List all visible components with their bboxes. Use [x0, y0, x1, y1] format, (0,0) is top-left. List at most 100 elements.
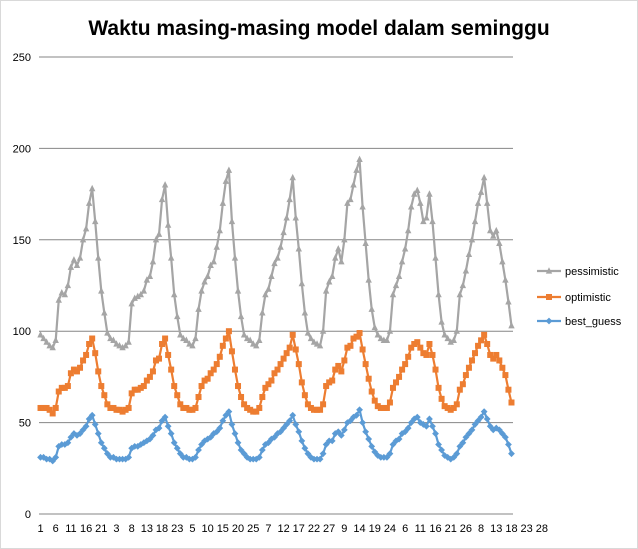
- data-point-pessimistic: [207, 261, 214, 268]
- data-point-pessimistic: [280, 228, 287, 236]
- data-point-best_guess: [319, 450, 327, 458]
- data-point-best_guess: [82, 422, 90, 430]
- data-point-pessimistic: [110, 336, 117, 343]
- data-point-pessimistic: [192, 334, 199, 342]
- data-point-optimistic: [399, 366, 406, 373]
- data-point-optimistic: [162, 335, 169, 342]
- data-point-best_guess: [64, 439, 72, 447]
- data-point-optimistic: [432, 366, 439, 373]
- x-tick-label: 19: [369, 523, 381, 535]
- data-point-best_guess: [143, 437, 151, 445]
- data-point-pessimistic: [198, 287, 205, 294]
- data-point-pessimistic: [493, 226, 500, 234]
- data-point-optimistic: [146, 373, 153, 380]
- data-point-pessimistic: [356, 155, 363, 162]
- data-point-pessimistic: [450, 336, 457, 343]
- data-point-optimistic: [475, 342, 482, 349]
- data-point-pessimistic: [374, 331, 381, 338]
- y-tick-label: 0: [25, 509, 31, 521]
- data-point-pessimistic: [231, 254, 239, 261]
- data-point-optimistic: [286, 344, 293, 351]
- data-point-pessimistic: [307, 334, 315, 342]
- data-point-pessimistic: [332, 254, 339, 261]
- data-point-optimistic: [52, 404, 59, 411]
- data-point-pessimistic: [265, 285, 272, 292]
- data-point-optimistic: [341, 357, 348, 364]
- data-point-optimistic: [295, 361, 302, 368]
- data-point-best_guess: [289, 411, 297, 419]
- data-point-optimistic: [274, 366, 281, 373]
- x-tick-label: 26: [460, 523, 472, 535]
- data-point-best_guess: [228, 421, 236, 428]
- data-point-pessimistic: [134, 292, 141, 300]
- data-point-optimistic: [283, 350, 290, 357]
- data-point-pessimistic: [365, 276, 372, 283]
- data-point-best_guess: [195, 446, 202, 454]
- x-tick-label: 18: [156, 523, 168, 535]
- data-point-pessimistic: [292, 214, 299, 221]
- data-point-best_guess: [395, 435, 403, 443]
- data-point-optimistic: [235, 383, 242, 390]
- data-point-optimistic: [152, 357, 159, 364]
- data-point-pessimistic: [429, 217, 436, 225]
- data-point-best_guess: [94, 430, 102, 437]
- data-point-optimistic: [107, 404, 114, 411]
- data-point-pessimistic: [98, 287, 105, 294]
- data-point-pessimistic: [487, 226, 494, 234]
- data-point-pessimistic: [359, 203, 366, 210]
- data-point-optimistic: [374, 403, 381, 410]
- data-point-pessimistic: [43, 338, 50, 345]
- data-point-pessimistic: [52, 336, 59, 343]
- data-point-optimistic: [371, 397, 378, 404]
- data-point-optimistic: [122, 406, 129, 413]
- series-pessimistic: [37, 155, 515, 351]
- data-point-optimistic: [417, 344, 424, 351]
- data-point-best_guess: [161, 413, 169, 421]
- data-point-optimistic: [174, 392, 181, 399]
- data-point-best_guess: [392, 437, 400, 445]
- data-point-optimistic: [37, 404, 44, 411]
- data-point-best_guess: [298, 437, 306, 445]
- data-point-best_guess: [167, 430, 175, 437]
- data-point-optimistic: [247, 406, 254, 413]
- data-point-pessimistic: [49, 343, 56, 351]
- data-point-pessimistic: [459, 281, 467, 289]
- data-point-best_guess: [413, 413, 421, 421]
- data-point-pessimistic: [474, 199, 482, 206]
- data-point-pessimistic: [322, 287, 330, 294]
- data-point-pessimistic: [426, 190, 433, 197]
- data-point-optimistic: [447, 406, 454, 413]
- data-point-pessimistic: [222, 177, 230, 184]
- data-point-pessimistic: [508, 321, 515, 329]
- x-axis: 1 6 11 16 21 3 8 13 18 23 5 10 15 20 25 7 12 17 22 27 9 14 19 2…: [37, 513, 548, 535]
- data-point-pessimistic: [499, 257, 506, 265]
- data-point-best_guess: [356, 406, 363, 414]
- x-tick-label: 3: [113, 523, 119, 535]
- data-point-optimistic: [408, 344, 415, 351]
- data-point-optimistic: [356, 330, 363, 337]
- data-point-pessimistic: [177, 331, 184, 338]
- data-point-best_guess: [404, 424, 412, 432]
- data-point-optimistic: [253, 408, 260, 415]
- series-line-pessimistic: [39, 158, 513, 349]
- data-point-pessimistic: [158, 195, 166, 203]
- data-point-pessimistic: [447, 338, 454, 345]
- data-point-optimistic: [462, 372, 469, 379]
- data-point-pessimistic: [319, 327, 327, 334]
- legend-marker-square: [546, 294, 552, 300]
- data-point-optimistic: [177, 401, 184, 408]
- data-point-optimistic: [213, 361, 220, 368]
- data-point-optimistic: [310, 406, 317, 413]
- data-point-best_guess: [362, 428, 370, 436]
- data-point-best_guess: [76, 430, 84, 437]
- data-point-optimistic: [420, 350, 427, 357]
- data-point-optimistic: [465, 364, 472, 371]
- data-point-pessimistic: [79, 236, 87, 243]
- data-point-best_guess: [258, 446, 266, 454]
- data-point-pessimistic: [37, 331, 44, 338]
- data-point-best_guess: [192, 453, 199, 461]
- data-point-pessimistic: [490, 232, 497, 239]
- data-point-optimistic: [125, 404, 132, 411]
